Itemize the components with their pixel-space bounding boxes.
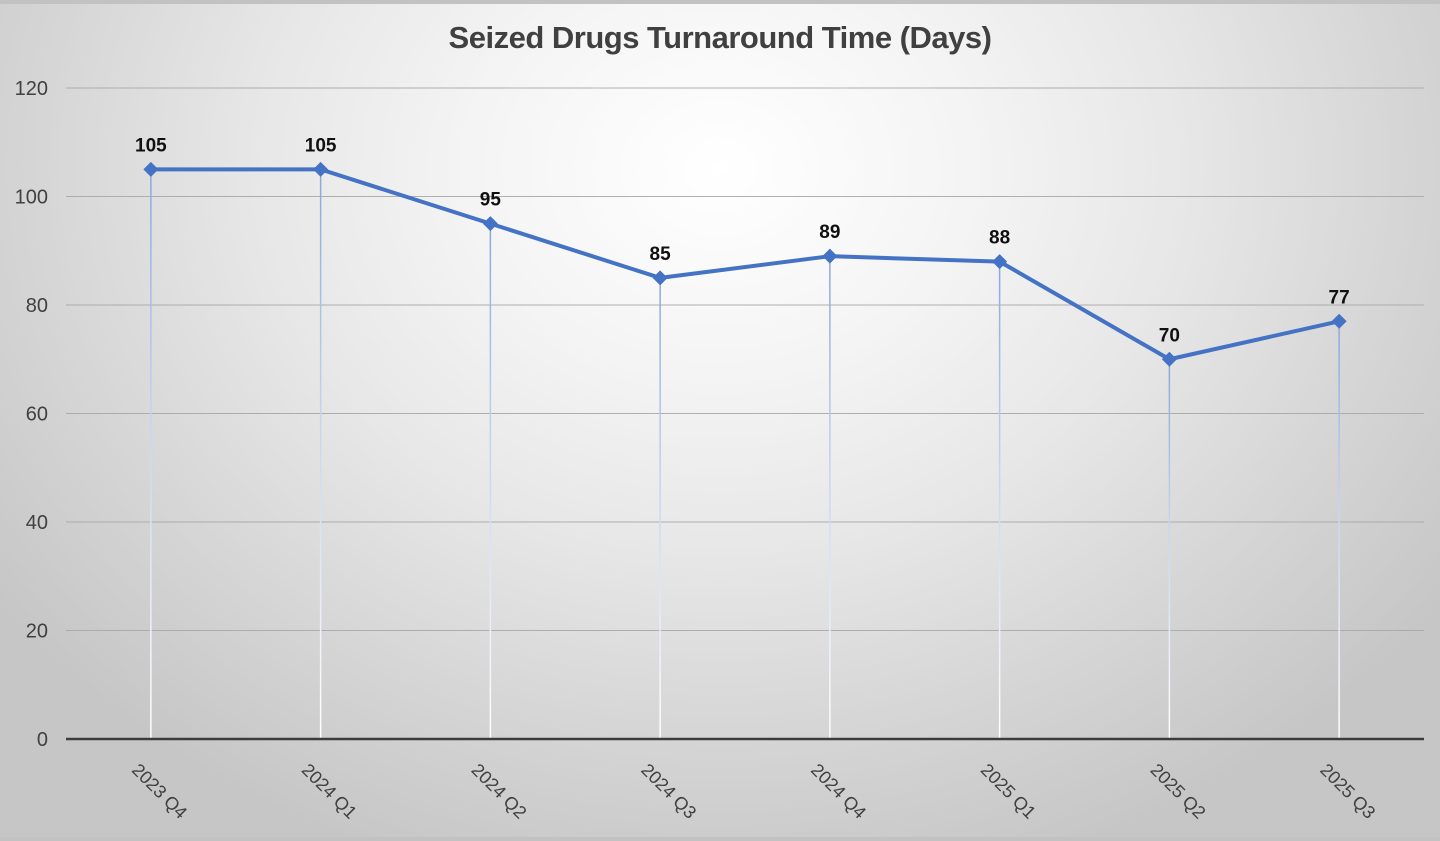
- series-line: [148, 167, 1342, 362]
- x-tick-label: 2025 Q1: [977, 760, 1040, 823]
- data-label: 105: [305, 135, 337, 156]
- data-point-marker: [992, 254, 1008, 270]
- y-tick-label-0: 0: [37, 729, 48, 751]
- y-tick-label-20: 20: [26, 621, 48, 643]
- data-point-marker: [822, 248, 838, 264]
- y-tick-label-80: 80: [26, 295, 48, 317]
- data-point-marker: [1161, 351, 1177, 367]
- x-tick-label: 2023 Q4: [128, 760, 191, 823]
- y-tick-label-100: 100: [15, 187, 48, 209]
- x-tick-label: 2025 Q2: [1147, 760, 1210, 823]
- x-tick-label: 2024 Q4: [807, 760, 870, 823]
- slide-top-edge: [0, 0, 1440, 4]
- y-tick-label-40: 40: [26, 512, 48, 534]
- x-tick-label: 2024 Q1: [298, 760, 361, 823]
- data-label: 70: [1159, 325, 1180, 346]
- y-tick-label-60: 60: [26, 404, 48, 426]
- chart-title: Seized Drugs Turnaround Time (Days): [448, 20, 992, 55]
- data-label: 89: [819, 222, 840, 243]
- data-label: 88: [989, 228, 1010, 249]
- x-tick-label: 2025 Q3: [1316, 760, 1379, 823]
- data-point-marker: [482, 216, 498, 232]
- data-point-marker: [143, 161, 159, 177]
- data-point-marker: [652, 270, 668, 286]
- data-label: 95: [480, 190, 502, 211]
- data-point-marker: [1331, 313, 1347, 329]
- x-tick-label: 2024 Q2: [468, 760, 531, 823]
- data-label: 85: [650, 244, 672, 265]
- data-point-marker: [313, 161, 329, 177]
- y-tick-label-120: 120: [15, 78, 48, 100]
- data-label: 77: [1329, 287, 1350, 308]
- x-tick-label: 2024 Q3: [637, 760, 700, 823]
- slide-bottom-edge: [0, 837, 1440, 841]
- data-label: 105: [135, 135, 167, 156]
